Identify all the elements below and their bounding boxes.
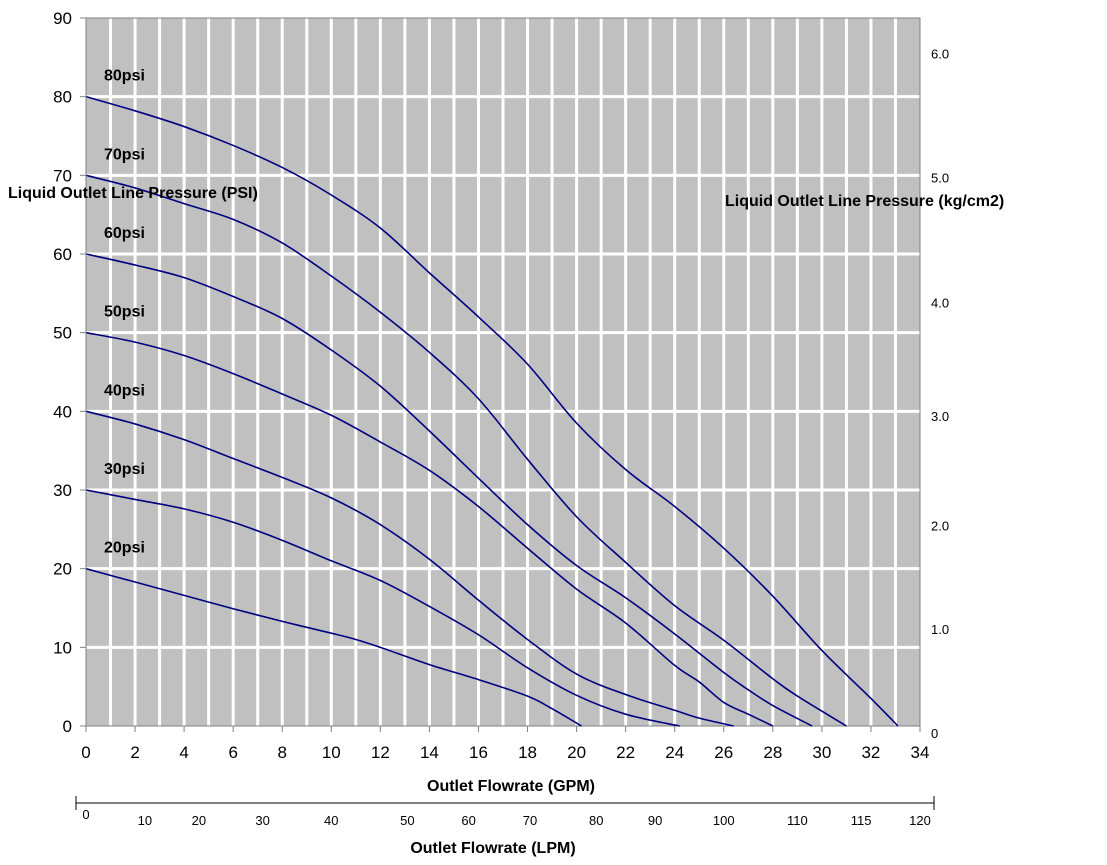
x2-tick-label: 10 [138, 813, 152, 828]
x-axis-label: Outlet Flowrate (GPM) [427, 778, 595, 795]
x-tick-label: 2 [130, 743, 139, 762]
x-tick-label: 26 [714, 743, 733, 762]
x-tick-label: 30 [812, 743, 831, 762]
x2-tick-label: 60 [461, 813, 475, 828]
y-tick-label: 80 [53, 88, 72, 107]
labels: 20psi 30psi 40psi 50psi 60psi 70psi 80psi [104, 68, 145, 557]
y-tick-label: 10 [53, 638, 72, 657]
series-label-50psi: 50psi [104, 304, 145, 321]
y2-tick-label: 6.0 [931, 46, 949, 61]
series-line-70psi [85, 174, 847, 727]
y2-tick-label: 1.0 [931, 622, 949, 637]
x-tick-label: 6 [228, 743, 237, 762]
x-tick-label: 20 [567, 743, 586, 762]
x-tick-label: 24 [665, 743, 684, 762]
x-tick-label: 32 [861, 743, 880, 762]
y2-tick-label: 4.0 [931, 296, 949, 311]
y-tick-label: 40 [53, 402, 72, 421]
series-label-70psi: 70psi [104, 146, 145, 163]
series-label-30psi: 30psi [104, 461, 145, 478]
x2-tick-label: 0 [82, 807, 89, 822]
y-axis-label: Liquid Outlet Line Pressure (PSI) [8, 185, 258, 202]
y2-tick-label: 5.0 [931, 171, 949, 186]
x2-tick-label: 90 [648, 813, 662, 828]
y-tick-label: 90 [53, 9, 72, 28]
x-tick-label: 14 [420, 743, 439, 762]
y2-tick-label: 2.0 [931, 518, 949, 533]
y-tick-label: 20 [53, 560, 72, 579]
series-line-80psi [85, 95, 899, 727]
y2-axis-label: Liquid Outlet Line Pressure (kg/cm2) [725, 193, 1004, 210]
grid-lines [85, 17, 921, 727]
y-tick-label: 0 [63, 717, 72, 736]
x-tick-label: 0 [81, 743, 90, 762]
x2-tick-label: 30 [255, 813, 269, 828]
x-tick-label: 8 [278, 743, 287, 762]
series-line-20psi [85, 567, 582, 727]
x-tick-label: 34 [911, 743, 930, 762]
x2-tick-label: 100 [713, 813, 735, 828]
x-tick-label: 22 [616, 743, 635, 762]
x2-tick-label: 20 [192, 813, 206, 828]
series-label-20psi: 20psi [104, 540, 145, 557]
y-tick-label: 50 [53, 324, 72, 343]
x2-tick-label: 110 [787, 813, 808, 828]
series-curves [85, 95, 899, 727]
y-tick-label: 70 [53, 166, 72, 185]
y-tick-label: 60 [53, 245, 72, 264]
x-tick-label: 18 [518, 743, 537, 762]
x2-tick-label: 120 [909, 813, 931, 828]
series-label-80psi: 80psi [104, 68, 145, 85]
x-tick-label: 4 [179, 743, 188, 762]
y2-tick-label: 3.0 [931, 409, 949, 424]
x-tick-label: 28 [763, 743, 782, 762]
series-line-60psi [85, 253, 813, 727]
series-label-60psi: 60psi [104, 225, 145, 242]
x2-axis-label: Outlet Flowrate (LPM) [410, 840, 575, 857]
series-line-30psi [85, 489, 680, 727]
x2-tick-label: 50 [400, 813, 414, 828]
series-label-40psi: 40psi [104, 382, 145, 399]
x2-tick-label: 80 [589, 813, 603, 828]
x2-tick-label: 115 [851, 813, 872, 828]
x-tick-label: 16 [469, 743, 488, 762]
series-line-50psi [85, 331, 774, 727]
x-tick-label: 10 [322, 743, 341, 762]
x-tick-label: 12 [371, 743, 390, 762]
series-line-40psi [85, 410, 734, 727]
y2-tick-label: 0 [931, 726, 938, 741]
x2-tick-label: 40 [324, 813, 338, 828]
x2-tick-label: 70 [523, 813, 537, 828]
y-tick-label: 30 [53, 481, 72, 500]
